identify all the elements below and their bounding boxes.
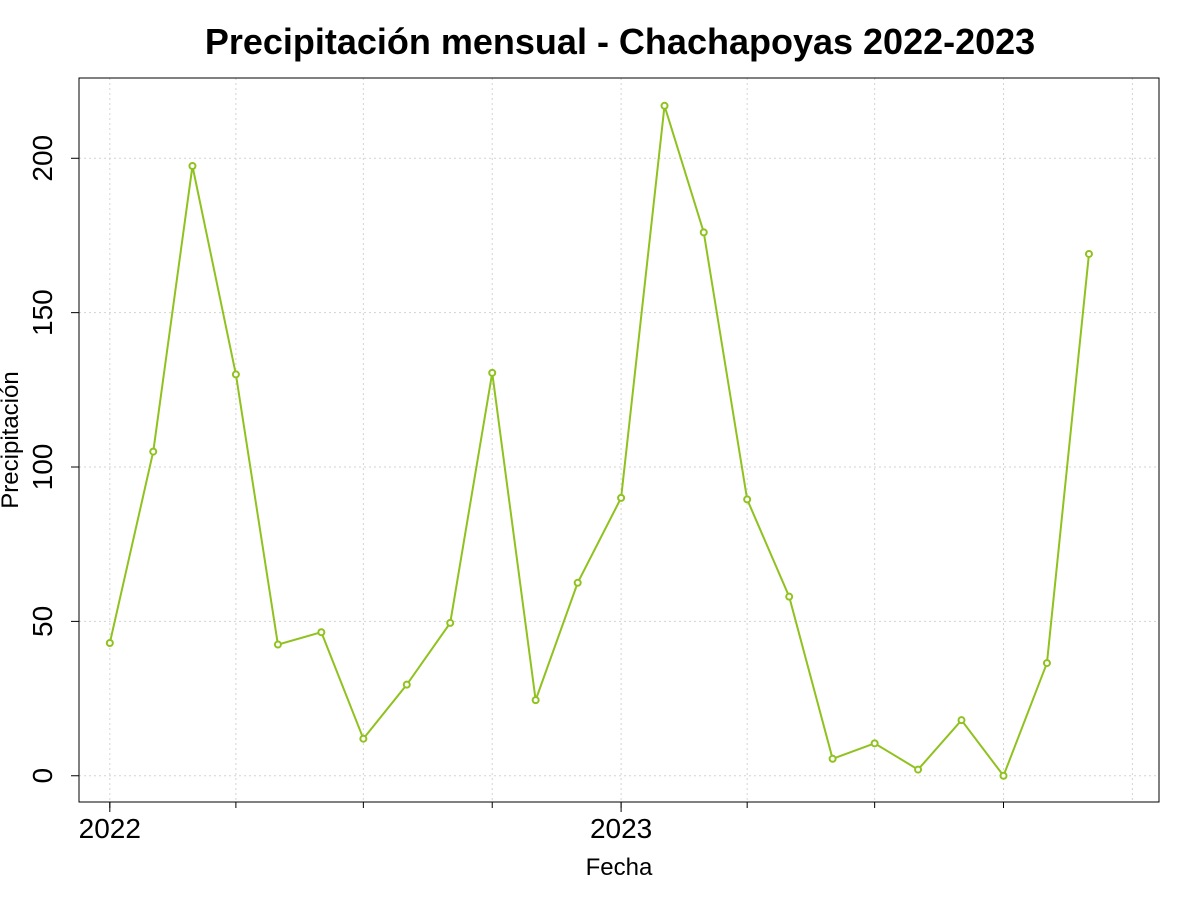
data-point — [617, 493, 626, 502]
x-tick-label: 2023 — [590, 813, 652, 844]
data-point — [957, 716, 966, 725]
y-axis-label: Precipitación — [0, 371, 24, 508]
data-point — [870, 739, 879, 748]
data-point — [914, 765, 923, 774]
grid-layer — [79, 78, 1159, 802]
x-tick-label: 2022 — [79, 813, 141, 844]
data-point — [105, 638, 114, 647]
data-point — [273, 640, 282, 649]
y-axis: 0 50 100 150 200 — [27, 135, 79, 784]
data-point — [999, 771, 1008, 780]
data-point — [1042, 659, 1051, 668]
data-point — [573, 578, 582, 587]
y-tick-label: 200 — [27, 135, 58, 182]
data-point — [446, 618, 455, 627]
data-point — [402, 680, 411, 689]
data-point — [828, 754, 837, 763]
data-point — [188, 161, 197, 170]
y-tick-label: 0 — [27, 768, 58, 784]
series-layer — [105, 101, 1093, 780]
data-point — [785, 592, 794, 601]
data-point — [660, 101, 669, 110]
data-point — [488, 368, 497, 377]
x-axis-label: Fecha — [586, 854, 653, 881]
series-line — [108, 105, 1090, 778]
data-point — [359, 734, 368, 743]
data-point — [699, 228, 708, 237]
data-point — [1084, 249, 1093, 258]
data-point — [231, 370, 240, 379]
y-tick-label: 50 — [27, 606, 58, 637]
plot-frame — [78, 77, 1160, 803]
data-point — [743, 495, 752, 504]
y-tick-label: 100 — [27, 444, 58, 491]
x-axis: 2022 2023 — [79, 802, 1005, 844]
data-point — [317, 628, 326, 637]
y-tick-label: 150 — [27, 289, 58, 336]
data-point — [531, 696, 540, 705]
data-point — [149, 447, 158, 456]
chart-title: Precipitación mensual - Chachapoyas 2022… — [205, 21, 1035, 62]
